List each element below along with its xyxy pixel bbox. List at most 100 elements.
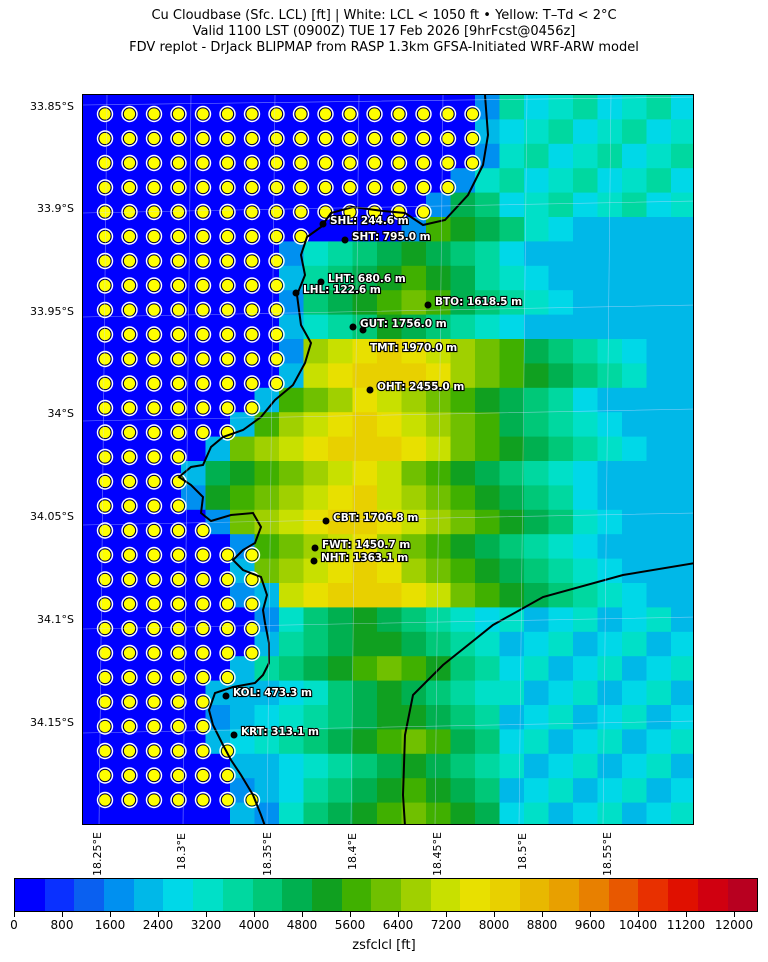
marker-ring — [243, 546, 261, 564]
marker-ring — [96, 448, 114, 466]
saturation-marker — [245, 377, 259, 390]
marker-ring — [194, 742, 212, 760]
terrain-cell — [573, 119, 598, 145]
marker-ring — [243, 130, 261, 147]
saturation-marker — [172, 352, 185, 366]
terrain-cell — [573, 339, 598, 364]
saturation-marker — [221, 548, 234, 562]
site-shl[interactable]: SHL: 244.6 m — [319, 214, 410, 228]
marker-ring — [243, 326, 261, 343]
saturation-marker — [172, 132, 185, 145]
terrain-cell — [205, 461, 231, 486]
lon-tick-label: 18.5°E — [516, 833, 529, 870]
marker-ring — [121, 791, 138, 809]
site-lht[interactable]: LHT: 680.6 m — [317, 272, 407, 286]
site-nht[interactable]: NHT: 1363.1 m — [310, 551, 409, 565]
saturation-marker — [147, 230, 161, 243]
terrain-cell — [622, 363, 647, 389]
terrain-cell — [450, 412, 476, 438]
site-kol[interactable]: KOL: 473.3 m — [222, 686, 313, 700]
site-krt[interactable]: KRT: 313.1 m — [230, 725, 320, 739]
saturation-marker — [123, 597, 136, 611]
terrain-cell — [573, 241, 598, 267]
terrain-cell — [303, 680, 329, 706]
colorbar-cell — [697, 879, 728, 911]
terrain-cell — [475, 387, 500, 413]
marker-ring — [292, 130, 310, 147]
saturation-marker — [172, 377, 185, 390]
marker-ring — [219, 105, 236, 123]
saturation-marker — [221, 646, 234, 660]
marker-ring — [268, 130, 285, 147]
saturation-marker — [270, 230, 283, 243]
marker-ring — [268, 350, 285, 368]
marker-ring — [317, 154, 334, 172]
terrain-cell — [671, 217, 693, 242]
saturation-marker — [147, 793, 161, 807]
terrain-cell — [646, 753, 672, 779]
terrain-cell — [548, 729, 574, 755]
terrain-cell — [426, 607, 451, 633]
colorbar-cell — [371, 879, 401, 911]
terrain-cell — [524, 534, 549, 560]
terrain-cell — [352, 485, 378, 511]
saturation-marker — [245, 279, 259, 292]
saturation-marker — [196, 132, 210, 145]
terrain-cell — [450, 265, 476, 291]
terrain-cell — [475, 290, 500, 316]
site-lhl[interactable]: LHL: 122.6 m — [292, 283, 382, 297]
terrain-cell — [573, 290, 598, 316]
saturation-marker — [221, 573, 234, 586]
saturation-marker — [147, 254, 161, 268]
marker-ring — [243, 252, 261, 270]
terrain-cell — [328, 729, 353, 755]
terrain-cell — [622, 168, 647, 194]
terrain-cell — [597, 339, 623, 364]
terrain-cell — [524, 802, 549, 824]
terrain-cell — [426, 558, 451, 584]
saturation-marker — [172, 622, 185, 635]
site-tmt[interactable]: TMT: 1970.0 m — [369, 341, 458, 355]
site-oht[interactable]: OHT: 2455.0 m — [366, 380, 465, 394]
colorbar-tick-label: 1600 — [94, 918, 126, 932]
colorbar-tick-mark — [638, 912, 639, 917]
site-cbt[interactable]: CBT: 1706.8 m — [322, 511, 419, 525]
site-bto[interactable]: BTO: 1618.5 m — [424, 295, 523, 309]
marker-ring — [219, 546, 236, 564]
marker-ring — [268, 154, 285, 172]
terrain-cell — [671, 143, 693, 169]
marker-ring — [145, 473, 163, 490]
colorbar-tick-mark — [542, 912, 543, 917]
terrain-cell — [401, 607, 427, 633]
terrain-cell — [279, 753, 304, 779]
marker-ring — [121, 473, 138, 490]
terrain-cell — [524, 339, 549, 364]
site-sht[interactable]: SHT: 795.0 m — [341, 230, 432, 244]
lat-tick-label: 34.1°S — [37, 613, 74, 626]
terrain-cell — [401, 387, 427, 413]
terrain-cell — [303, 729, 329, 755]
terrain-cell — [303, 412, 329, 438]
terrain-cell — [377, 363, 402, 389]
site-gut[interactable]: GUT: 1756.0 m — [349, 317, 448, 334]
lon-tick-label: 18.45°E — [431, 832, 444, 876]
terrain-cell — [548, 461, 574, 486]
terrain-cell — [475, 436, 500, 462]
terrain-cell — [548, 534, 574, 560]
terrain-cell — [401, 509, 427, 535]
terrain-cell — [377, 607, 402, 633]
saturation-marker — [98, 352, 112, 366]
terrain-cell — [426, 363, 451, 389]
site-fwt[interactable]: FWT: 1450.7 m — [311, 538, 411, 552]
terrain-cell — [279, 680, 304, 706]
marker-ring — [145, 350, 163, 368]
saturation-marker — [123, 720, 136, 733]
terrain-cell — [328, 461, 353, 486]
colorbar-tick-label: 3200 — [190, 918, 222, 932]
saturation-marker — [466, 107, 479, 121]
site-label-nht: NHT: 1363.1 m — [321, 552, 408, 564]
marker-ring — [292, 154, 310, 172]
terrain-cell — [671, 509, 693, 535]
marker-ring — [170, 718, 187, 735]
marker-ring — [219, 326, 236, 343]
